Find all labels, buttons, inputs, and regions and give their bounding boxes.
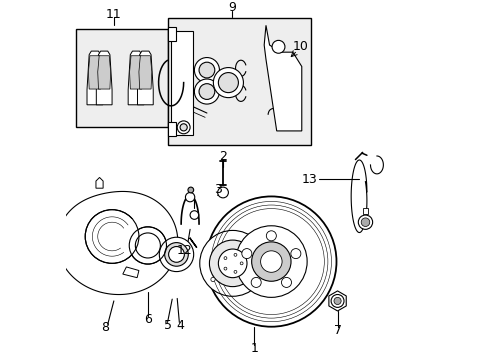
Circle shape — [187, 187, 193, 193]
Polygon shape — [139, 56, 151, 89]
Circle shape — [251, 278, 261, 287]
Circle shape — [85, 210, 139, 264]
Polygon shape — [328, 291, 346, 311]
Circle shape — [361, 218, 369, 226]
Polygon shape — [128, 51, 143, 105]
Polygon shape — [98, 56, 110, 89]
Polygon shape — [88, 56, 101, 89]
Circle shape — [159, 237, 193, 271]
Circle shape — [129, 227, 166, 264]
Circle shape — [177, 121, 190, 134]
Bar — [167, 18, 310, 145]
Circle shape — [164, 243, 188, 266]
Circle shape — [224, 257, 226, 260]
Text: 4: 4 — [177, 319, 184, 333]
Circle shape — [190, 211, 198, 219]
Polygon shape — [167, 27, 176, 41]
Circle shape — [234, 270, 236, 273]
Text: 3: 3 — [214, 183, 222, 196]
Polygon shape — [171, 31, 192, 135]
Circle shape — [242, 249, 251, 258]
Circle shape — [290, 249, 300, 258]
Text: 12: 12 — [177, 244, 192, 257]
Polygon shape — [96, 51, 112, 105]
Circle shape — [209, 240, 255, 287]
Circle shape — [180, 124, 187, 131]
Circle shape — [260, 251, 282, 272]
Polygon shape — [264, 25, 301, 131]
Text: 1: 1 — [250, 342, 258, 355]
Circle shape — [218, 249, 246, 278]
Circle shape — [333, 297, 341, 305]
Text: 13: 13 — [301, 173, 317, 186]
Circle shape — [240, 262, 243, 265]
Text: 8: 8 — [102, 320, 109, 334]
Circle shape — [271, 40, 285, 53]
Polygon shape — [167, 122, 176, 136]
Circle shape — [200, 230, 265, 296]
Circle shape — [185, 193, 194, 202]
Text: 11: 11 — [106, 8, 122, 21]
Polygon shape — [129, 56, 142, 89]
Circle shape — [168, 247, 184, 262]
Text: 10: 10 — [292, 40, 308, 53]
Circle shape — [218, 73, 238, 93]
Circle shape — [199, 84, 214, 99]
Polygon shape — [96, 177, 103, 188]
Text: 5: 5 — [163, 319, 171, 333]
Bar — [76, 29, 167, 127]
Polygon shape — [57, 192, 178, 294]
Circle shape — [266, 231, 276, 241]
Circle shape — [235, 226, 306, 297]
Circle shape — [224, 267, 226, 270]
Text: 6: 6 — [143, 314, 151, 327]
Polygon shape — [362, 208, 367, 214]
Circle shape — [217, 187, 228, 198]
Circle shape — [194, 58, 219, 82]
Circle shape — [358, 215, 372, 229]
Circle shape — [199, 62, 214, 78]
Circle shape — [281, 278, 291, 287]
Text: 9: 9 — [227, 1, 235, 14]
Circle shape — [194, 79, 219, 104]
Bar — [121, 219, 139, 255]
Circle shape — [206, 197, 336, 327]
Circle shape — [251, 242, 290, 281]
Polygon shape — [137, 51, 153, 105]
Polygon shape — [87, 51, 102, 105]
Circle shape — [213, 68, 243, 98]
Circle shape — [210, 277, 215, 282]
Polygon shape — [122, 267, 139, 278]
Circle shape — [330, 294, 343, 307]
Text: 2: 2 — [219, 150, 226, 163]
Circle shape — [234, 253, 236, 256]
Text: 7: 7 — [333, 324, 341, 337]
